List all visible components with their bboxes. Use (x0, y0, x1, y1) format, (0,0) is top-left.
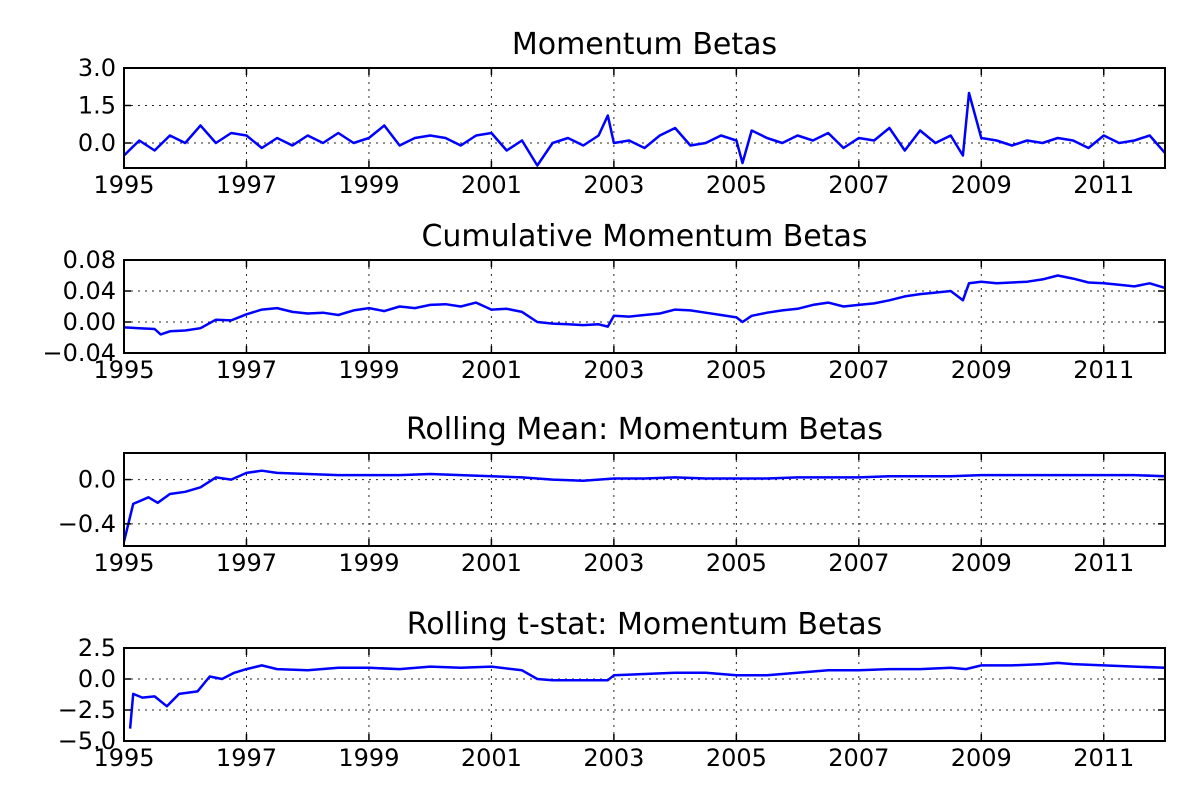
chart-1-x-tick-label: 1999 (338, 171, 399, 199)
chart-2-x-tick-label: 1995 (93, 356, 154, 384)
chart-1-axes-frame (123, 67, 1166, 169)
chart-3-series-line (124, 469, 1165, 542)
chart-1-y-tick-label: 3.0 (78, 54, 116, 82)
chart-4-x-tick-label: 2003 (583, 744, 644, 772)
chart-4-series-line (128, 661, 1165, 729)
chart-3-x-tick-label: 1999 (338, 549, 399, 577)
chart-3-x-tick-label: 2009 (951, 549, 1012, 577)
chart-1-title: Momentum Betas (512, 27, 777, 62)
chart-4-x-tick-label: 1999 (338, 744, 399, 772)
chart-2-x-tick-label: 2009 (951, 356, 1012, 384)
chart-1-x-tick-label: 2007 (828, 171, 889, 199)
chart-2-x-tick-label: 2003 (583, 356, 644, 384)
chart-1-y-tick-label: 0.0 (78, 129, 116, 157)
chart-2-y-tick-label: 0.04 (63, 277, 116, 305)
chart-3-x-tick-label: 2001 (461, 549, 522, 577)
chart-2-x-tick-label: 2011 (1073, 356, 1134, 384)
chart-4-x-tick-label: 1995 (93, 744, 154, 772)
chart-3-x-tick-label: 2007 (828, 549, 889, 577)
chart-2-x-tick-label: 2001 (461, 356, 522, 384)
chart-2-x-tick-label: 1999 (338, 356, 399, 384)
chart-1-x-tick-label: 2003 (583, 171, 644, 199)
chart-1-x-tick-label: 2001 (461, 171, 522, 199)
chart-4-y-tick-label: 2.5 (78, 634, 116, 662)
chart-1-series-line (124, 91, 1165, 167)
chart-4-y-tick-label: 0.0 (78, 665, 116, 693)
chart-3-x-tick-label: 2005 (706, 549, 767, 577)
chart-4-y-tick-label: −5.0 (58, 727, 116, 755)
chart-4-y-tick-label: −2.5 (58, 696, 116, 724)
chart-3-x-tick-label: 2003 (583, 549, 644, 577)
chart-3-x-tick-label: 1995 (93, 549, 154, 577)
chart-4-x-tick-label: 2001 (461, 744, 522, 772)
chart-3-x-tick-label: 2011 (1073, 549, 1134, 577)
chart-2-y-tick-label: 0.08 (63, 246, 116, 274)
chart-2-series-line (124, 274, 1165, 336)
chart-4-x-tick-label: 2011 (1073, 744, 1134, 772)
chart-2-x-tick-label: 2005 (706, 356, 767, 384)
chart-1-x-tick-label: 1995 (93, 171, 154, 199)
chart-3-axes-frame (123, 452, 1166, 547)
chart-3-x-tick-label: 1997 (216, 549, 277, 577)
chart-2-x-tick-label: 2007 (828, 356, 889, 384)
chart-1-x-tick-label: 2009 (951, 171, 1012, 199)
chart-1-y-tick-label: 1.5 (78, 92, 116, 120)
chart-2-x-tick-label: 1997 (216, 356, 277, 384)
chart-4-x-tick-label: 2009 (951, 744, 1012, 772)
chart-2-y-tick-label: 0.00 (63, 308, 116, 336)
chart-1-x-tick-label: 2005 (706, 171, 767, 199)
chart-1-x-tick-label: 1997 (216, 171, 277, 199)
chart-3-title: Rolling Mean: Momentum Betas (406, 412, 883, 447)
chart-3-y-tick-label: 0.0 (78, 466, 116, 494)
chart-2-axes-frame (123, 259, 1166, 354)
chart-4-x-tick-label: 1997 (216, 744, 277, 772)
chart-4-x-tick-label: 2005 (706, 744, 767, 772)
chart-2-title: Cumulative Momentum Betas (421, 219, 867, 254)
chart-2-y-tick-label: −0.04 (42, 339, 116, 367)
chart-4-title: Rolling t-stat: Momentum Betas (407, 607, 883, 642)
chart-4-axes-frame (123, 647, 1166, 742)
chart-1-x-tick-label: 2011 (1073, 171, 1134, 199)
chart-3-y-tick-label: −0.4 (58, 510, 116, 538)
chart-4-x-tick-label: 2007 (828, 744, 889, 772)
